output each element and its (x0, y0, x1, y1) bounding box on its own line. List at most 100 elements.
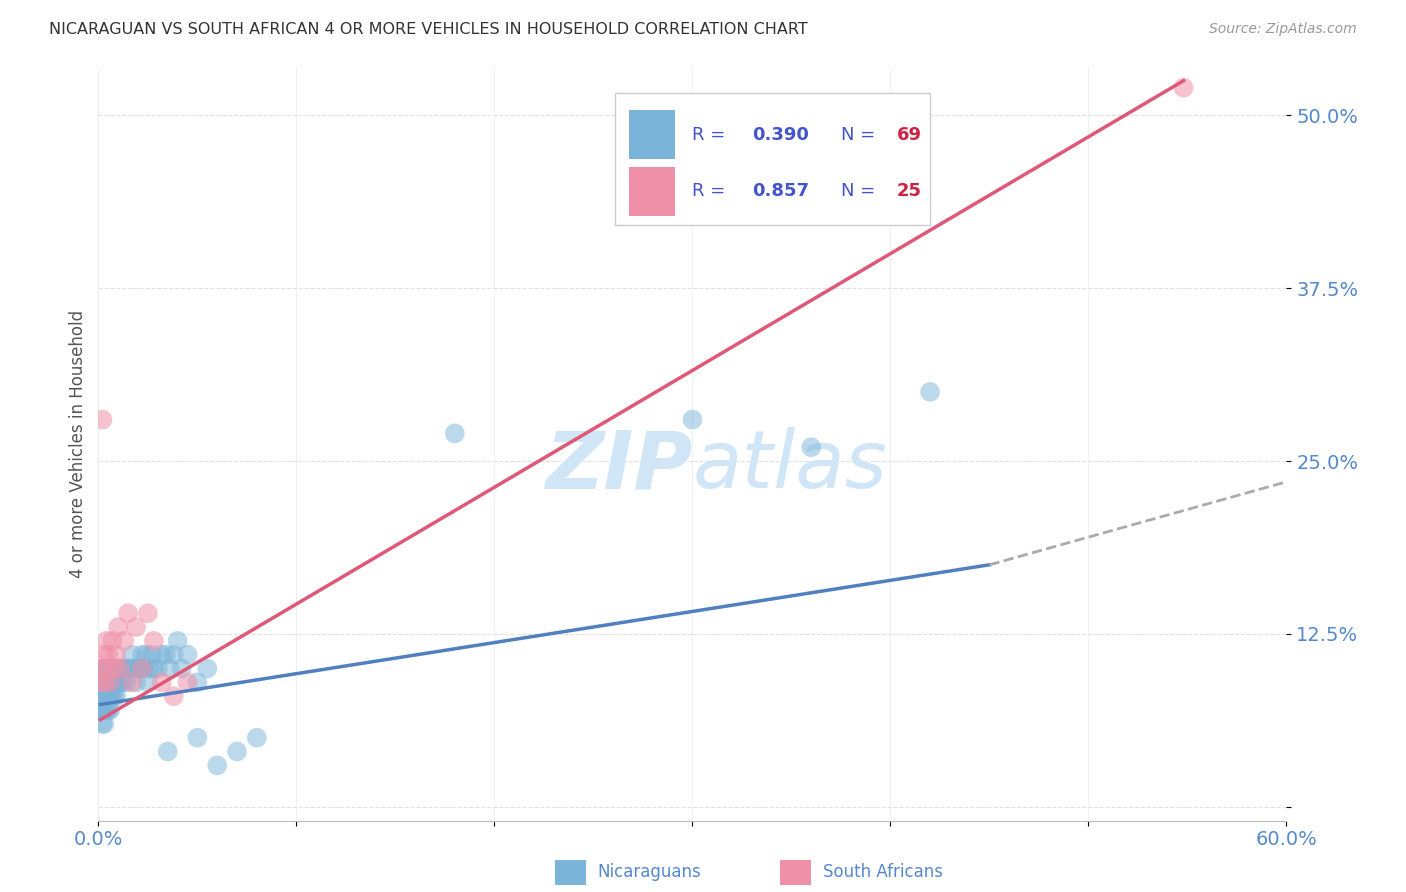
Point (96, 689, 118, 703)
Point (108, 675, 131, 690)
Text: N =: N = (841, 126, 882, 144)
Text: South Africans: South Africans (823, 863, 942, 881)
Point (226, 744, 249, 758)
Point (93, 661, 115, 675)
Point (91, 661, 114, 675)
Point (93, 703, 115, 717)
Point (136, 675, 159, 690)
Point (135, 648, 157, 662)
Point (156, 744, 179, 758)
Point (163, 689, 186, 703)
Point (105, 648, 128, 662)
Point (97, 703, 120, 717)
Point (142, 633, 165, 648)
Point (101, 661, 124, 675)
Point (103, 675, 125, 690)
Text: 0.857: 0.857 (752, 182, 808, 201)
Point (98, 675, 121, 690)
Text: R =: R = (692, 126, 731, 144)
Point (98, 689, 121, 703)
Point (115, 675, 138, 690)
Point (96, 703, 118, 717)
Point (98, 703, 121, 717)
Point (125, 620, 148, 634)
Text: Nicaraguans: Nicaraguans (598, 863, 702, 881)
Point (96, 675, 118, 690)
Point (93, 675, 115, 690)
Point (681, 412, 703, 426)
Point (89, 703, 111, 717)
Point (120, 661, 142, 675)
Point (93, 716, 115, 731)
Point (101, 633, 124, 648)
Point (112, 633, 135, 648)
Point (1173, 80, 1195, 95)
Point (155, 648, 177, 662)
Point (131, 661, 153, 675)
Point (195, 661, 218, 675)
Point (96, 661, 118, 675)
Point (129, 661, 152, 675)
Point (96, 633, 118, 648)
Point (91, 675, 114, 690)
Point (91, 689, 114, 703)
Point (111, 661, 134, 675)
Point (91, 412, 114, 426)
Point (117, 661, 139, 675)
Text: atlas: atlas (692, 427, 887, 506)
Point (108, 661, 131, 675)
Point (91, 716, 114, 731)
Point (142, 661, 165, 675)
Point (139, 661, 162, 675)
Point (132, 661, 155, 675)
Point (246, 731, 269, 745)
Point (122, 661, 145, 675)
Point (800, 440, 823, 454)
Point (93, 689, 115, 703)
Point (93, 648, 115, 662)
Point (101, 689, 124, 703)
Text: Source: ZipAtlas.com: Source: ZipAtlas.com (1209, 22, 1357, 37)
Point (89, 675, 111, 690)
Text: ZIP: ZIP (546, 427, 692, 506)
Point (166, 633, 188, 648)
Point (107, 675, 129, 690)
Text: 69: 69 (897, 126, 922, 144)
Point (176, 675, 198, 690)
Point (150, 648, 173, 662)
Point (163, 648, 186, 662)
Point (141, 648, 163, 662)
Point (97, 648, 120, 662)
FancyBboxPatch shape (616, 94, 931, 225)
Text: 25: 25 (897, 182, 922, 201)
Point (89, 689, 111, 703)
Bar (630, 167, 675, 216)
Point (920, 384, 942, 399)
Point (127, 661, 149, 675)
Point (101, 675, 124, 690)
Point (97, 661, 120, 675)
Point (170, 661, 193, 675)
Point (146, 661, 169, 675)
Point (105, 675, 128, 690)
Point (111, 675, 134, 690)
Point (125, 675, 148, 690)
Point (98, 675, 121, 690)
Point (150, 675, 173, 690)
Point (121, 648, 143, 662)
Point (107, 661, 129, 675)
Point (121, 675, 143, 690)
Text: N =: N = (841, 182, 882, 201)
Point (91, 703, 114, 717)
Point (107, 620, 129, 634)
Point (444, 426, 467, 441)
Point (176, 648, 198, 662)
Point (97, 689, 120, 703)
Text: 0.390: 0.390 (752, 126, 808, 144)
Point (117, 606, 139, 620)
Y-axis label: 4 or more Vehicles in Household: 4 or more Vehicles in Household (69, 310, 87, 578)
Point (186, 731, 208, 745)
Point (205, 758, 228, 772)
Point (105, 689, 128, 703)
Point (103, 661, 125, 675)
